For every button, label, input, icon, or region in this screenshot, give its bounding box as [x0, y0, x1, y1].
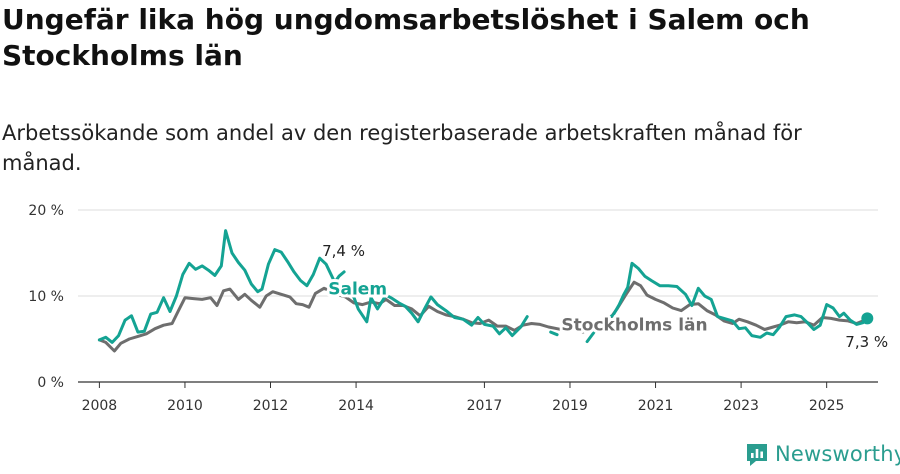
x-axis	[78, 381, 878, 388]
series-line-salem	[350, 290, 529, 338]
series-line-salem	[97, 229, 346, 344]
x-tick-label: 2025	[809, 398, 845, 414]
newsworthy-logo-icon	[747, 444, 767, 466]
x-tick-label: 2019	[552, 398, 588, 414]
chart-title: Ungefär lika hög ungdomsarbetslöshet i S…	[2, 3, 810, 72]
x-tick-label: 2021	[638, 398, 674, 414]
annotation-halo: Stockholms län	[561, 315, 707, 335]
chart-subtitle: Arbetssökande som andel av den registerb…	[2, 121, 802, 175]
y-tick-label: 10 %	[28, 289, 64, 305]
series-lines	[97, 229, 874, 353]
y-tick-label: 0 %	[37, 375, 64, 391]
annotation-halo: Salem	[328, 279, 387, 299]
chart-labels: 0 % 10 % 20 % 2008 2010 2012 2014 2017 2019 2021 2…	[28, 203, 888, 414]
brand-name: Newsworthy	[775, 442, 900, 466]
x-tick-label: 2012	[253, 398, 289, 414]
salem-end-label: 7,4 %	[322, 242, 365, 260]
series-line-salem	[549, 330, 559, 337]
stockholm-end-label: 7,3 %	[845, 333, 888, 351]
series-annotation: Stockholms län	[561, 315, 707, 335]
x-tick-label: 2017	[467, 398, 503, 414]
x-tick-label: 2008	[82, 398, 118, 414]
x-tick-label: 2023	[723, 398, 759, 414]
series-line-stockholms-län	[97, 280, 869, 353]
gridlines	[78, 209, 878, 297]
newsworthy-logo: Newsworthy	[745, 442, 900, 466]
line-chart: 0 % 10 % 20 % 2008 2010 2012 2014 2017 2019 2021 2…	[28, 203, 888, 414]
x-tick-label: 2010	[167, 398, 203, 414]
y-tick-label: 20 %	[28, 203, 64, 219]
series-line-salem	[585, 261, 869, 344]
x-tick-label: 2014	[338, 398, 374, 414]
series-annotation: Salem	[328, 279, 387, 299]
salem-end-dot	[861, 312, 874, 325]
